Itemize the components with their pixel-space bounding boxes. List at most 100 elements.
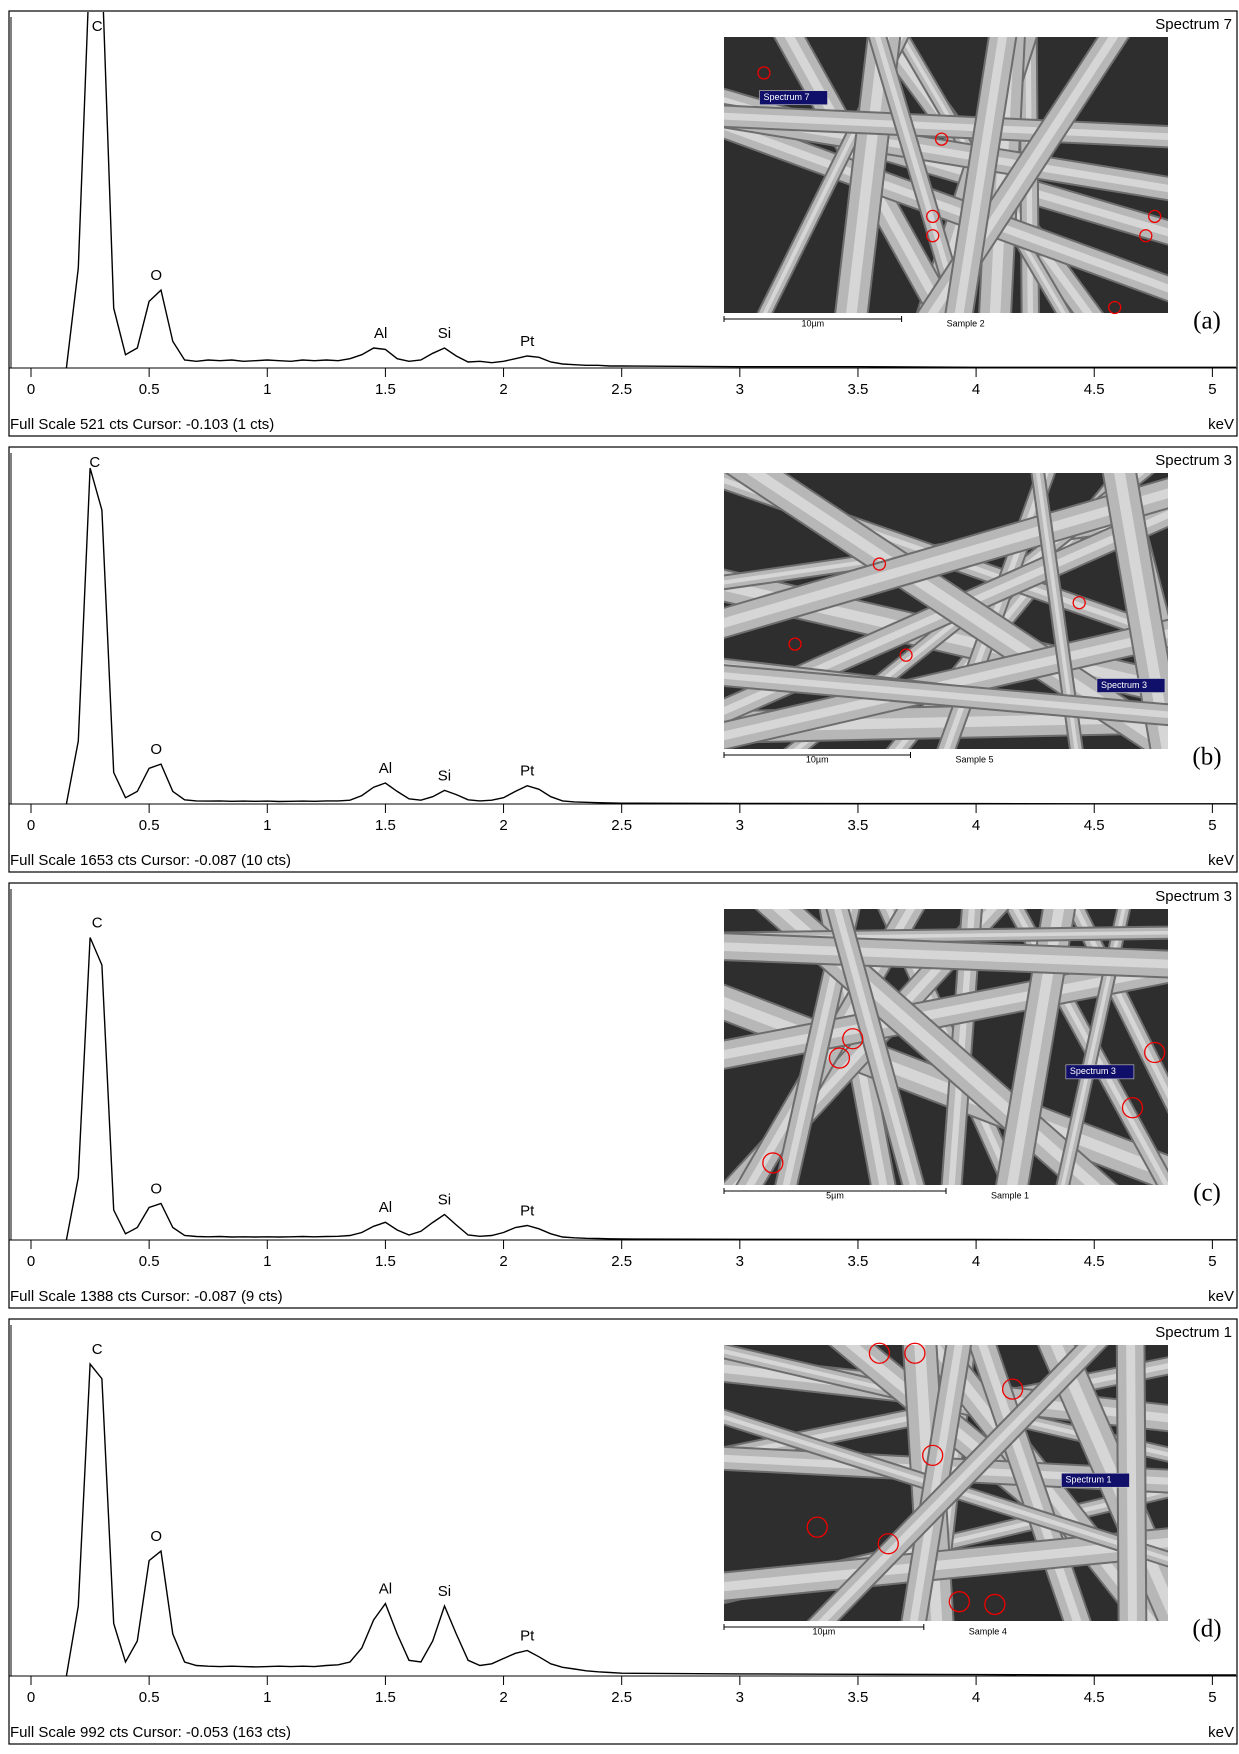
analysis-spot xyxy=(1108,300,1122,315)
x-tick-label: 3.5 xyxy=(848,1689,869,1706)
x-tick-label: 5 xyxy=(1208,1253,1216,1270)
analysis-spot xyxy=(922,1444,944,1467)
panel-label: (c) xyxy=(1193,1180,1221,1207)
fibers xyxy=(724,1345,1168,1621)
x-tick-label: 2 xyxy=(499,381,507,398)
x-tick-label: 1 xyxy=(263,381,271,398)
peak-label: Si xyxy=(438,1583,451,1600)
analysis-spot xyxy=(948,1591,970,1613)
x-tick-label: 4 xyxy=(972,817,980,834)
sem-image: Spectrum 3 10µm Sample 5 xyxy=(723,473,1168,764)
analysis-spot xyxy=(1144,1041,1166,1064)
x-tick-label: 0.5 xyxy=(139,381,160,398)
spot-label-box xyxy=(759,90,828,106)
x-axis-label: keV xyxy=(1208,852,1234,869)
x-tick-label: 0 xyxy=(27,381,35,398)
x-tick-label: 3 xyxy=(736,1253,744,1270)
x-tick-label: 4 xyxy=(972,1253,980,1270)
fiber xyxy=(724,1537,1168,1592)
spot-label: Spectrum 1 xyxy=(1065,1475,1111,1485)
x-tick-label: 4.5 xyxy=(1084,1253,1105,1270)
footer: Full Scale 992 cts Cursor: -0.053 (163 c… xyxy=(10,1724,291,1741)
x-tick-label: 3 xyxy=(736,1689,744,1706)
peak-label: C xyxy=(92,914,103,931)
peak-label: Pt xyxy=(520,763,535,780)
analysis-spot xyxy=(1139,229,1153,243)
footer: Full Scale 1653 cts Cursor: -0.087 (10 c… xyxy=(10,852,291,869)
x-tick-label: 1.5 xyxy=(375,1689,396,1706)
sample-label: Sample 4 xyxy=(969,1626,1007,1636)
spot-label-box xyxy=(1065,1064,1135,1080)
analysis-spot xyxy=(926,229,940,243)
x-tick-label: 0 xyxy=(27,817,35,834)
spectrum-line xyxy=(65,467,1236,805)
fiber xyxy=(1006,909,1065,1185)
fiber xyxy=(724,488,1168,628)
x-tick-label: 5 xyxy=(1208,1689,1216,1706)
peak-label: Si xyxy=(438,767,451,784)
analysis-spot xyxy=(788,637,802,651)
spot-label: Spectrum 3 xyxy=(1101,680,1147,690)
spot-label: Spectrum 3 xyxy=(1070,1066,1116,1076)
peak-label: Al xyxy=(379,1199,392,1216)
scale-bar-label: 5µm xyxy=(826,1190,844,1200)
x-tick-label: 2 xyxy=(499,1253,507,1270)
analysis-spot xyxy=(842,1028,864,1050)
fibers xyxy=(724,473,1168,749)
x-tick-label: 2 xyxy=(499,817,507,834)
fiber xyxy=(954,37,1007,313)
peak-label: Pt xyxy=(520,1627,535,1644)
x-tick-label: 0 xyxy=(27,1253,35,1270)
x-tick-label: 1.5 xyxy=(375,381,396,398)
footer: Full Scale 1388 cts Cursor: -0.087 (9 ct… xyxy=(10,1288,283,1305)
x-tick-label: 1.5 xyxy=(375,1253,396,1270)
analysis-spot xyxy=(872,557,887,571)
chart-title: Spectrum 1 xyxy=(1155,1324,1232,1341)
spectrum-line xyxy=(65,937,1236,1241)
peak-label: O xyxy=(150,1180,162,1197)
x-tick-label: 0.5 xyxy=(139,1689,160,1706)
analysis-spot xyxy=(1072,596,1086,610)
panel-label: (a) xyxy=(1193,308,1221,335)
x-tick-label: 3 xyxy=(736,381,744,398)
chart-title: Spectrum 3 xyxy=(1155,888,1232,905)
peak-label: C xyxy=(92,18,103,35)
panel-label: (b) xyxy=(1192,744,1221,771)
panel-label: (d) xyxy=(1192,1616,1221,1643)
sem-image: Spectrum 7 10µm Sample 2 xyxy=(723,37,1168,328)
footer: Full Scale 521 cts Cursor: -0.103 (1 cts… xyxy=(10,416,274,433)
spectrum-line xyxy=(65,12,1236,369)
x-tick-label: 1 xyxy=(263,1253,271,1270)
sem-image: Spectrum 1 10µm Sample 4 xyxy=(723,1342,1168,1636)
sample-label: Sample 2 xyxy=(947,318,985,328)
spot-label: Spectrum 7 xyxy=(764,92,810,102)
peak-label: O xyxy=(150,267,162,284)
x-tick-label: 1 xyxy=(263,1689,271,1706)
analysis-spot xyxy=(806,1516,828,1538)
spot-label-box xyxy=(1061,1472,1130,1488)
peak-label: Si xyxy=(438,1191,451,1208)
scale-bar-label: 10µm xyxy=(813,1626,836,1636)
fiber xyxy=(909,1345,963,1621)
x-tick-label: 3.5 xyxy=(848,381,869,398)
fiber xyxy=(724,996,1168,1180)
peak-label: O xyxy=(150,1528,162,1545)
scale-bar-label: 10µm xyxy=(806,754,829,764)
analysis-spot xyxy=(904,1342,926,1364)
x-axis-label: keV xyxy=(1208,416,1234,433)
fiber xyxy=(1073,909,1168,1100)
spectrum-line xyxy=(65,1362,1236,1677)
x-tick-label: 3.5 xyxy=(848,1253,869,1270)
analysis-spot xyxy=(1121,1097,1144,1119)
x-tick-label: 2.5 xyxy=(611,1689,632,1706)
x-tick-label: 0.5 xyxy=(139,817,160,834)
peak-label: O xyxy=(150,741,162,758)
x-tick-label: 4 xyxy=(972,381,980,398)
panel-frame xyxy=(8,882,1238,1309)
x-axis-label: keV xyxy=(1208,1724,1234,1741)
peak-label: Al xyxy=(379,1581,392,1598)
x-tick-label: 2 xyxy=(499,1689,507,1706)
peak-label: Si xyxy=(438,325,451,342)
peak-label: Pt xyxy=(520,333,535,350)
